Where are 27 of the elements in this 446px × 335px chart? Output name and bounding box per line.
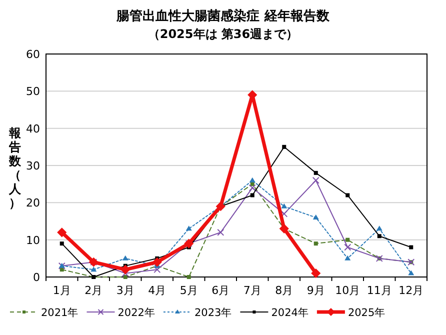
legend-label: 2022年 [118, 307, 156, 319]
y-tick-label: 40 [26, 122, 40, 136]
x-tick-label: 5月 [180, 284, 198, 297]
legend-label: 2025年 [348, 307, 386, 319]
legend-label: 2023年 [194, 307, 232, 319]
x-tick-label: 8月 [275, 284, 294, 297]
y-tick-label: 60 [26, 48, 40, 61]
legend-label: 2024年 [271, 307, 309, 319]
y-tick-label: 50 [26, 85, 40, 98]
x-tick-label: 9月 [306, 284, 325, 297]
x-tick-label: 6月 [212, 284, 230, 297]
x-tick-label: 11月 [366, 284, 392, 297]
y-tick-label: 20 [26, 196, 40, 210]
x-tick-label: 12月 [398, 284, 424, 297]
chart-title: 腸管出血性大腸菌感染症 経年報告数 [116, 8, 330, 24]
y-tick-label: 30 [26, 160, 40, 172]
x-tick-label: 1月 [52, 284, 71, 297]
x-tick-label: 4月 [148, 284, 166, 297]
x-tick-label: 2月 [84, 284, 103, 297]
legend-label: 2021年 [41, 307, 79, 319]
ylabel: 報告数（人） [9, 126, 21, 210]
y-tick-label: 10 [26, 234, 40, 247]
x-tick-label: 7月 [243, 284, 262, 297]
chart-subtitle: （2025年は 第36週まで） [148, 27, 298, 41]
y-tick-label: 0 [33, 271, 40, 284]
x-tick-label: 3月 [116, 284, 134, 297]
x-tick-label: 10月 [335, 284, 360, 297]
